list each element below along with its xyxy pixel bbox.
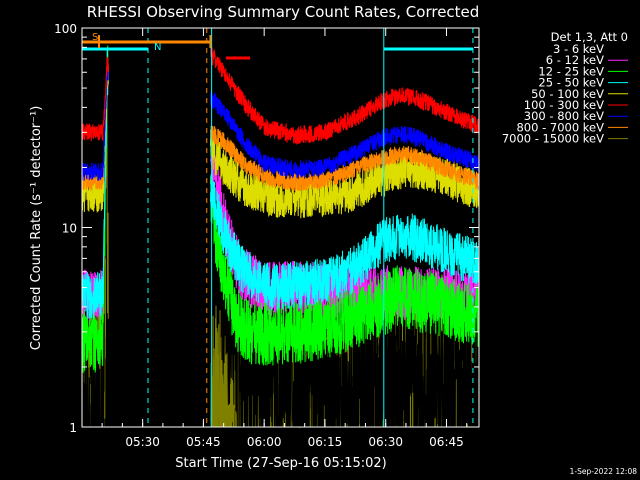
legend-label: 6 - 12 keV (546, 53, 604, 67)
y-axis-label: Corrected Count Rate (s⁻¹ detector⁻¹) (29, 106, 44, 351)
y-ticks: 1 10 100 (54, 22, 479, 435)
annotation-label-1: N (154, 42, 161, 53)
series-line-2-0 (81, 45, 109, 373)
annotation-layer: SN (82, 28, 474, 427)
series-line-5-0 (81, 56, 109, 142)
series-line-5-1 (210, 45, 480, 146)
x-tick-label: 06:00 (247, 435, 282, 449)
x-tick-label: 06:30 (368, 435, 403, 449)
x-ticks: 05:30 05:45 06:00 06:15 06:30 06:45 (101, 28, 468, 449)
series-line-3-0 (81, 49, 109, 319)
x-tick-label: 06:15 (308, 435, 343, 449)
annotation-label-0: S (92, 32, 98, 43)
x-tick-label: 05:30 (125, 435, 160, 449)
y-tick-label: 10 (62, 222, 77, 236)
legend-label: 300 - 800 keV (524, 109, 604, 123)
legend-label: 25 - 50 keV (538, 76, 604, 90)
legend-header: Det 1,3, Att 0 (551, 30, 628, 44)
series-line-0-1 (210, 80, 480, 429)
series-line-6-1 (210, 90, 480, 179)
series-line-2-1 (210, 176, 480, 366)
y-tick-label: 1 (69, 421, 77, 435)
x-tick-label: 06:45 (429, 435, 464, 449)
legend-label: 100 - 300 keV (524, 98, 604, 112)
series-line-7-1 (210, 125, 480, 192)
legend-label: 50 - 100 keV (531, 87, 604, 101)
legend-label: 800 - 7000 keV (516, 120, 604, 134)
footer-timestamp: 1-Sep-2022 12:08 (570, 467, 638, 476)
legend-label: 3 - 6 keV (553, 42, 604, 56)
x-axis-label: Start Time (27-Sep-16 05:15:02) (175, 456, 386, 471)
legend-label: 7000 - 15000 keV (502, 132, 604, 146)
y-tick-label: 100 (54, 22, 77, 36)
x-tick-label: 05:45 (186, 435, 221, 449)
chart-title: RHESSI Observing Summary Count Rates, Co… (87, 3, 480, 21)
series-line-3-1 (210, 169, 480, 311)
series-line-4-1 (210, 130, 480, 219)
legend-label: 12 - 25 keV (538, 64, 604, 78)
